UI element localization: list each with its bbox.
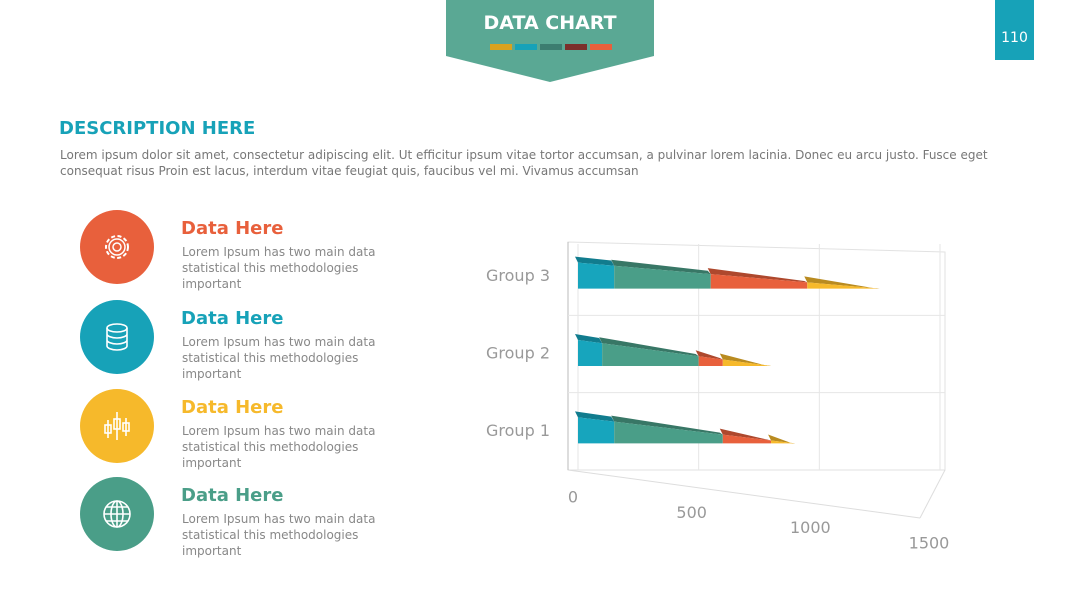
bar-top xyxy=(599,337,699,357)
item-title: Data Here xyxy=(181,218,284,239)
page-number: 110 xyxy=(995,0,1034,60)
item: Data Here Lorem Ipsum has two main data … xyxy=(80,389,400,470)
x-tick-label: 0 xyxy=(568,488,578,507)
bar-top xyxy=(719,428,772,441)
bar-top xyxy=(611,415,723,435)
bar-top xyxy=(575,334,603,344)
database-icon xyxy=(106,323,128,351)
description-text: Lorem ipsum dolor sit amet, consectetur … xyxy=(60,148,988,178)
gear-icon xyxy=(105,235,129,259)
y-tick-label: Group 1 xyxy=(486,421,550,440)
item-title: Data Here xyxy=(181,485,284,506)
candlestick-icon xyxy=(104,412,130,440)
y-tick-label: Group 3 xyxy=(486,266,550,285)
bar-top xyxy=(695,350,723,360)
x-tick-label: 1500 xyxy=(909,534,950,553)
bar xyxy=(614,265,711,289)
bar xyxy=(602,343,699,366)
x-tick-label: 500 xyxy=(676,503,707,522)
bar xyxy=(710,274,808,289)
item: Data Here Lorem Ipsum has two main data … xyxy=(80,300,400,381)
globe-icon xyxy=(103,500,131,528)
bar xyxy=(807,282,880,289)
y-tick-label: Group 2 xyxy=(486,344,550,363)
bar-top xyxy=(611,259,711,275)
item-text: Lorem Ipsum has two main data statistica… xyxy=(182,424,376,470)
bar-top xyxy=(719,353,772,366)
bar xyxy=(614,421,723,444)
item-title: Data Here xyxy=(181,308,284,329)
bar xyxy=(698,356,723,366)
item-text: Lorem Ipsum has two main data statistica… xyxy=(182,512,376,558)
bar xyxy=(578,417,615,444)
item-text: Lorem Ipsum has two main data statistica… xyxy=(182,335,376,381)
header-title: DATA CHART xyxy=(483,12,617,34)
axis-line xyxy=(919,469,946,519)
item: Data Here Lorem Ipsum has two main data … xyxy=(80,210,400,291)
axis-line xyxy=(567,469,921,519)
bar-top xyxy=(575,411,615,422)
x-tick-label: 1000 xyxy=(790,518,831,537)
icon xyxy=(80,477,154,551)
bar-top xyxy=(575,256,615,266)
icon xyxy=(80,389,154,463)
bar-top xyxy=(804,276,880,289)
bar-top xyxy=(768,434,796,444)
bar xyxy=(578,262,615,289)
icon xyxy=(80,300,154,374)
bar xyxy=(722,434,772,444)
item-title: Data Here xyxy=(181,397,284,418)
bar xyxy=(578,340,603,366)
bar xyxy=(771,440,796,444)
header-banner xyxy=(446,0,654,82)
item-text: Lorem Ipsum has two main data statistica… xyxy=(182,245,376,291)
item: Data Here Lorem Ipsum has two main data … xyxy=(80,477,400,558)
bar-top xyxy=(707,268,808,283)
chart: 0 500 1000 1500 Group 1 Group 2 Group 3 xyxy=(486,241,950,553)
description-title: DESCRIPTION HERE xyxy=(59,118,256,139)
icon xyxy=(80,210,154,284)
